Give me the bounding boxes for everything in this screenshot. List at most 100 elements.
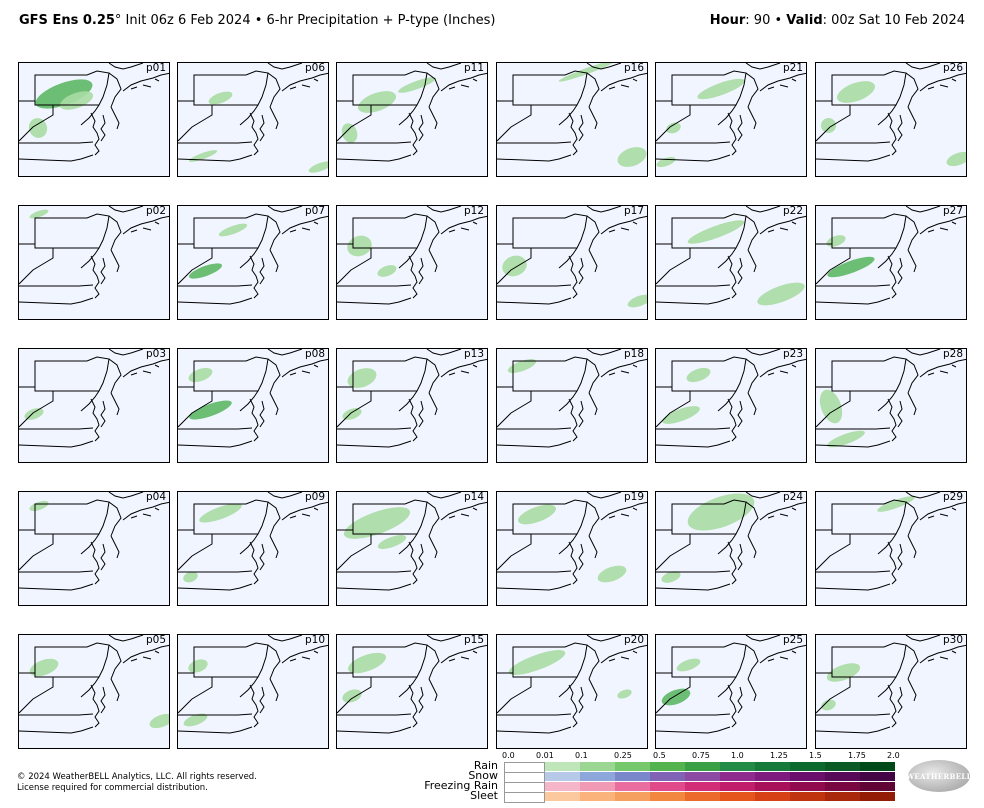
- precip-map-p19: [497, 492, 647, 591]
- state-boundary-p05-9: [122, 644, 169, 664]
- state-boundary-p26-2: [816, 105, 851, 142]
- state-boundary-p01-11: [108, 63, 144, 70]
- precip-map-p15: [337, 635, 487, 734]
- state-boundary-p23-6: [747, 392, 757, 416]
- state-boundary-p14-2: [337, 534, 372, 571]
- member-label: p12: [463, 205, 484, 217]
- state-boundary-p15-3: [337, 713, 412, 716]
- member-label: p16: [623, 62, 644, 74]
- state-boundary-p20-9: [600, 644, 647, 664]
- state-boundary-p30-4: [816, 726, 891, 734]
- state-boundary-p19-7: [568, 541, 578, 585]
- precip-area-p18-0: [507, 359, 537, 373]
- member-label: p17: [623, 205, 644, 217]
- state-boundary-p22-8: [737, 257, 743, 285]
- state-boundary-p29-5: [905, 501, 919, 537]
- legend-swatch: [860, 762, 895, 771]
- state-boundary-p06-10: [289, 78, 319, 90]
- state-boundary-p28-2: [816, 391, 851, 428]
- state-boundary-p21-5: [745, 72, 759, 108]
- state-boundary-p26-11: [905, 63, 941, 70]
- state-boundary-p03-3: [19, 427, 94, 430]
- precip-map-p22: [656, 206, 806, 306]
- state-boundary-p22-10: [767, 221, 797, 233]
- precip-area-p21-2: [656, 156, 676, 168]
- precip-area-p16-1: [617, 147, 647, 167]
- legend-swatch: [825, 772, 860, 781]
- state-boundary-p24-2: [656, 534, 691, 571]
- hour-value: : 90 •: [745, 13, 787, 28]
- legend-tick: 0.0: [502, 751, 515, 760]
- legend-swatch: [790, 792, 825, 801]
- state-boundary-p11-11: [426, 63, 462, 70]
- state-boundary-p11-2: [337, 105, 372, 142]
- state-boundary-p13-8: [418, 400, 424, 428]
- legend-swatch: [580, 762, 615, 771]
- member-label: p10: [304, 634, 325, 646]
- precip-area-p11-0: [357, 91, 397, 113]
- precip-map-p25: [656, 635, 806, 734]
- state-boundary-p19-8: [578, 543, 584, 571]
- member-label: p23: [782, 348, 803, 360]
- state-boundary-p18-7: [568, 398, 578, 442]
- state-boundary-p07-10: [289, 221, 319, 233]
- state-boundary-p20-4: [497, 726, 572, 734]
- state-boundary-p25-2: [656, 677, 691, 714]
- state-boundary-p24-4: [656, 583, 731, 591]
- legend-swatch: [650, 772, 685, 781]
- state-boundary-p02-1: [19, 243, 100, 269]
- state-boundary-p29-3: [816, 570, 891, 573]
- precip-area-p23-1: [686, 367, 711, 383]
- precip-area-p09-0: [199, 503, 242, 523]
- state-boundary-p14-10: [448, 507, 478, 519]
- state-boundary-p15-2: [337, 677, 372, 714]
- precip-map-p28: [816, 349, 966, 448]
- member-map-p19: p19: [496, 491, 648, 606]
- state-boundary-p18-9: [600, 358, 647, 378]
- state-boundary-p06-3: [178, 141, 253, 144]
- state-boundary-p09-9: [281, 501, 328, 521]
- legend-swatch: [860, 782, 895, 791]
- state-boundary-p16-1: [497, 100, 578, 126]
- state-boundary-p18-1: [497, 386, 578, 412]
- precip-area-p01-2: [28, 118, 48, 138]
- state-boundary-p03-2: [19, 391, 54, 428]
- legend-swatch: [545, 772, 580, 781]
- legend-tick: 1.75: [848, 751, 866, 760]
- state-boundary-p23-7: [727, 398, 737, 442]
- logo-text: WEATHERBELL: [906, 771, 972, 781]
- member-label: p06: [304, 62, 325, 74]
- state-boundary-p21-7: [727, 112, 737, 156]
- state-boundary-p07-8: [259, 257, 265, 285]
- precip-area-p17-1: [627, 294, 647, 308]
- precip-area-p17-0: [502, 255, 527, 277]
- state-boundary-p14-3: [337, 570, 412, 573]
- state-boundary-p10-10: [289, 650, 319, 662]
- state-boundary-p09-10: [289, 507, 319, 519]
- state-boundary-p17-5: [586, 215, 600, 251]
- state-boundary-p06-1: [178, 100, 259, 126]
- state-boundary-p17-6: [588, 249, 598, 273]
- state-boundary-p23-5: [745, 358, 759, 394]
- state-boundary-p15-10: [448, 650, 478, 662]
- state-boundary-p10-0: [193, 642, 269, 678]
- state-boundary-p26-8: [897, 114, 903, 142]
- precip-area-p08-0: [189, 400, 232, 420]
- legend-swatch: [615, 792, 650, 801]
- state-boundary-p13-10: [448, 364, 478, 376]
- state-boundary-p23-3: [656, 427, 731, 430]
- precip-area-p08-1: [188, 367, 213, 383]
- legend-swatch: [790, 762, 825, 771]
- member-label: p08: [304, 348, 325, 360]
- legend-swatch: [650, 762, 685, 771]
- precip-area-p26-0: [836, 81, 876, 103]
- member-label: p09: [304, 491, 325, 503]
- legend-swatch: [650, 782, 685, 791]
- state-boundary-p02-7: [90, 255, 100, 299]
- state-boundary-p19-11: [586, 492, 622, 499]
- state-boundary-p08-5: [267, 358, 281, 394]
- legend-swatch: [755, 762, 790, 771]
- precip-map-p17: [497, 206, 647, 308]
- precip-area-p12-0: [347, 235, 372, 257]
- precip-area-p13-0: [347, 368, 377, 388]
